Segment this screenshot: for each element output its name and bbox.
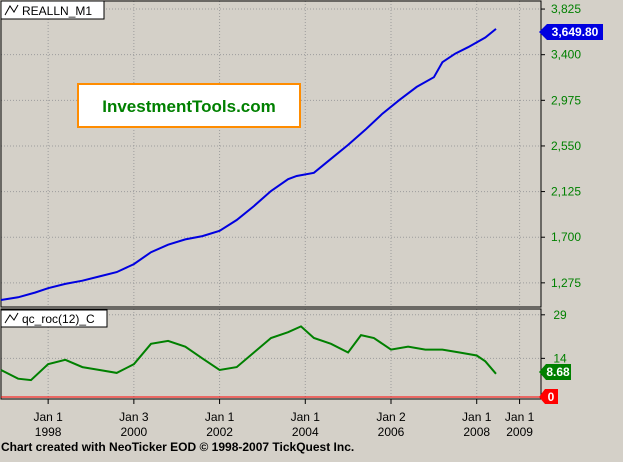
roc-line	[0, 325, 497, 382]
y-tick-label: 3,825	[551, 2, 581, 16]
price-value-text: 3,649.80	[552, 25, 599, 39]
y-tick-label: 3,400	[551, 48, 581, 62]
price-series-name: REALLN_M1	[22, 4, 92, 18]
x-tick-year-label: 2006	[378, 425, 405, 439]
price-value-badge: 3,649.80	[539, 24, 603, 40]
roc-series-label[interactable]: qc_roc(12)_C	[0, 309, 108, 328]
x-tick-year-label: 2000	[121, 425, 148, 439]
footer-credit: Chart created with NeoTicker EOD © 1998-…	[1, 440, 355, 454]
y-tick-label: 2,125	[551, 185, 581, 199]
watermark-text: InvestmentTools.com	[102, 97, 276, 116]
price-y-axis: 3,825 3,400 2,975 2,550 2,125 1,700 1,275	[541, 2, 581, 290]
x-tick-label: Jan 1	[33, 410, 63, 424]
x-tick-label: Jan 1	[205, 410, 235, 424]
x-tick-year-label: 2004	[292, 425, 319, 439]
x-tick-year-label: 2009	[506, 425, 533, 439]
y-tick-label: 29	[553, 308, 567, 322]
zero-value-badge: 0	[539, 389, 558, 404]
roc-value-badge: 8.68	[539, 364, 571, 380]
roc-series-name: qc_roc(12)_C	[22, 312, 95, 326]
roc-y-axis: 29 14	[541, 308, 567, 365]
y-tick-label: 2,975	[551, 93, 581, 107]
price-series-label[interactable]: REALLN_M1	[0, 0, 105, 20]
x-tick-year-label: 1998	[35, 425, 62, 439]
price-line	[0, 28, 497, 301]
x-tick-label: Jan 3	[119, 410, 149, 424]
x-tick-year-label: 2002	[206, 425, 233, 439]
y-tick-label: 1,275	[551, 276, 581, 290]
x-tick-label: Jan 2	[376, 410, 406, 424]
roc-panel-frame	[0, 308, 542, 400]
price-panel-frame	[0, 0, 542, 308]
line-series-icon	[4, 312, 19, 324]
watermark: InvestmentTools.com	[77, 83, 301, 128]
y-tick-label: 1,700	[551, 230, 581, 244]
roc-value-text: 8.68	[546, 365, 570, 379]
y-tick-label: 14	[553, 351, 567, 365]
zero-value-text: 0	[548, 390, 555, 404]
y-tick-label: 2,550	[551, 139, 581, 153]
x-tick-label: Jan 1	[505, 410, 535, 424]
x-tick-label: Jan 1	[462, 410, 492, 424]
x-tick-label: Jan 1	[291, 410, 321, 424]
x-tick-year-label: 2008	[463, 425, 490, 439]
line-series-icon	[4, 4, 19, 16]
